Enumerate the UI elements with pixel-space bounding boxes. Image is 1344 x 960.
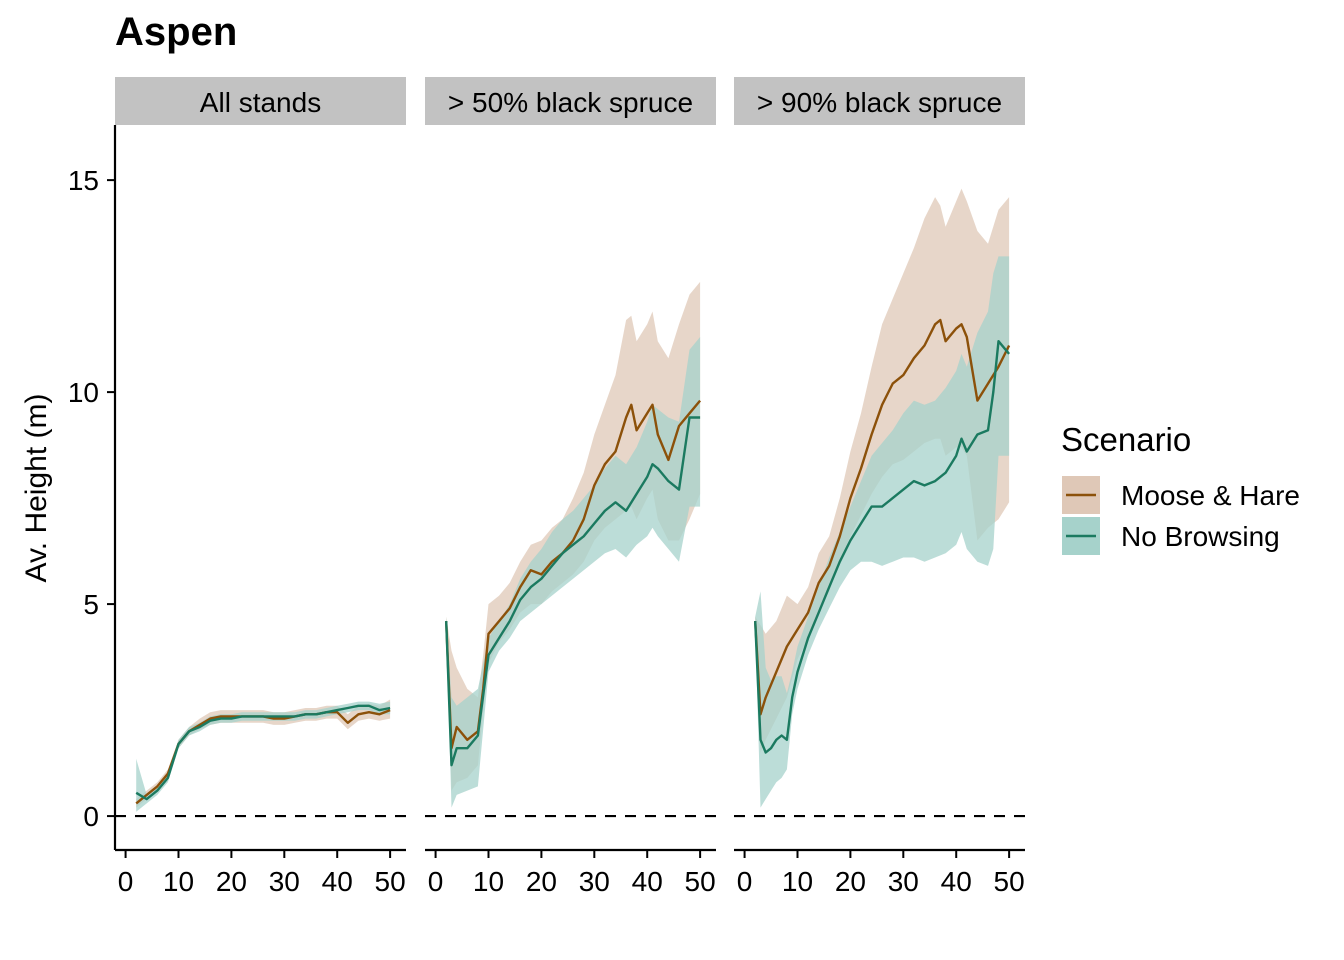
ribbon-no-browsing <box>136 701 391 812</box>
y-tick-label: 15 <box>68 165 99 196</box>
panel-50-black-spruce: > 50% black spruce 0 10 20 30 40 50 <box>425 77 716 897</box>
x-tick-label: 20 <box>835 866 866 897</box>
x-tick-label: 30 <box>888 866 919 897</box>
panel-90-black-spruce: > 90% black spruce 0 10 20 30 40 50 <box>734 77 1025 897</box>
legend-title: Scenario <box>1061 421 1191 458</box>
chart-title: Aspen <box>115 10 238 54</box>
series-line-no-browsing <box>754 340 1011 754</box>
series-line-no-browsing <box>445 416 701 767</box>
x-tick-label: 20 <box>526 866 557 897</box>
series-line-no-browsing <box>135 704 391 801</box>
x-tick-label: 10 <box>782 866 813 897</box>
x-tick-label: 50 <box>685 866 716 897</box>
series-line-moose-hare <box>754 318 1011 716</box>
x-tick-label: 10 <box>473 866 504 897</box>
ribbon-no-browsing <box>446 337 701 808</box>
x-tick-label: 10 <box>163 866 194 897</box>
panels: All stands 0 10 20 30 40 50 > 50% black spruce 0… <box>115 77 1025 897</box>
x-tick-label: 0 <box>737 866 753 897</box>
y-tick-label: 0 <box>83 801 99 832</box>
x-tick-label: 20 <box>216 866 247 897</box>
facet-strip <box>734 77 1025 125</box>
facet-strip <box>115 77 406 125</box>
x-tick-label: 40 <box>941 866 972 897</box>
legend: Scenario Moose & Hare No Browsing <box>1061 421 1300 555</box>
legend-label: No Browsing <box>1121 521 1280 552</box>
panel-all-stands: All stands 0 10 20 30 40 50 <box>115 77 406 897</box>
x-tick-label: 50 <box>375 866 406 897</box>
x-tick-label: 0 <box>118 866 134 897</box>
x-tick-label: 40 <box>322 866 353 897</box>
x-tick-label: 50 <box>994 866 1025 897</box>
x-tick-label: 0 <box>428 866 444 897</box>
x-tick-label: 40 <box>632 866 663 897</box>
x-tick-label: 30 <box>579 866 610 897</box>
x-tick-label: 30 <box>269 866 300 897</box>
y-tick-label: 10 <box>68 377 99 408</box>
y-axis: 0 5 10 15 <box>68 125 117 850</box>
facet-label: > 90% black spruce <box>757 87 1002 118</box>
legend-label: Moose & Hare <box>1121 480 1300 511</box>
facet-label: All stands <box>200 87 321 118</box>
facet-label: > 50% black spruce <box>448 87 693 118</box>
y-axis-label: Av. Height (m) <box>20 394 53 583</box>
y-tick-label: 5 <box>83 589 99 620</box>
facet-strip <box>425 77 716 125</box>
ribbon-no-browsing <box>755 256 1010 808</box>
